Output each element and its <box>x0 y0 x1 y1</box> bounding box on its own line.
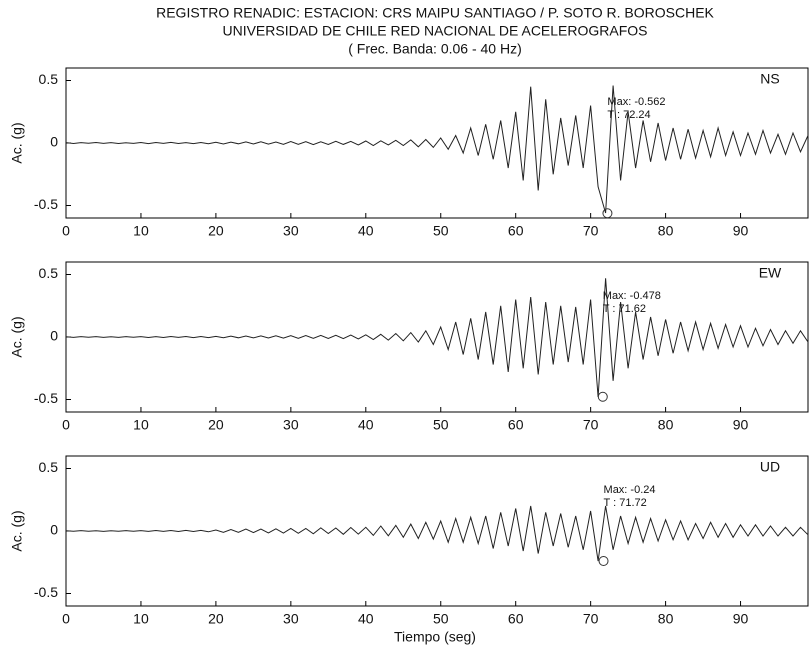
x-tick-label: 20 <box>208 223 224 239</box>
x-tick-label: 80 <box>658 417 674 433</box>
peak-marker <box>598 556 609 566</box>
x-tick-label: 0 <box>62 611 70 627</box>
chart-title: REGISTRO RENADIC: ESTACION: CRS MAIPU SA… <box>156 5 714 21</box>
y-tick-label: -0.5 <box>34 196 58 212</box>
trace <box>65 505 809 562</box>
peak-annotation: T : 71.72 <box>604 497 647 509</box>
peak-marker <box>602 208 613 219</box>
trace <box>65 85 809 214</box>
x-tick-label: 50 <box>433 611 449 627</box>
y-axis-label: Ac. (g) <box>9 510 25 551</box>
chart-subtitle: UNIVERSIDAD DE CHILE RED NACIONAL DE ACE… <box>222 23 647 39</box>
channel-label: EW <box>759 265 782 281</box>
y-tick-label: 0 <box>50 328 58 344</box>
trace <box>65 278 809 398</box>
x-tick-label: 70 <box>583 611 599 627</box>
y-tick-label: 0.5 <box>39 71 59 87</box>
x-tick-label: 60 <box>508 611 524 627</box>
x-tick-label: 0 <box>62 417 70 433</box>
peak-annotation: Max: -0.562 <box>607 96 665 108</box>
x-tick-label: 80 <box>658 611 674 627</box>
x-tick-label: 70 <box>583 223 599 239</box>
x-tick-label: 90 <box>733 611 749 627</box>
peak-marker <box>597 391 608 402</box>
x-tick-label: 10 <box>133 611 149 627</box>
x-tick-label: 20 <box>208 611 224 627</box>
x-tick-label: 20 <box>208 417 224 433</box>
x-tick-label: 90 <box>733 417 749 433</box>
x-tick-label: 70 <box>583 417 599 433</box>
channel-label: NS <box>760 71 779 87</box>
y-tick-label: -0.5 <box>34 390 58 406</box>
x-tick-label: 40 <box>358 611 374 627</box>
x-tick-label: 40 <box>358 417 374 433</box>
peak-annotation: Max: -0.24 <box>604 484 656 496</box>
y-tick-label: 0.5 <box>39 265 59 281</box>
peak-annotation: T : 72.24 <box>607 109 650 121</box>
x-tick-label: 30 <box>283 223 299 239</box>
y-tick-label: 0 <box>50 522 58 538</box>
x-tick-label: 90 <box>733 223 749 239</box>
y-tick-label: 0.5 <box>39 459 59 475</box>
x-tick-label: 30 <box>283 417 299 433</box>
x-tick-label: 60 <box>508 223 524 239</box>
y-tick-label: -0.5 <box>34 584 58 600</box>
x-tick-label: 80 <box>658 223 674 239</box>
peak-annotation: Max: -0.478 <box>603 290 661 302</box>
x-tick-label: 0 <box>62 223 70 239</box>
y-tick-label: 0 <box>50 134 58 150</box>
channel-label: UD <box>760 459 780 475</box>
x-tick-label: 50 <box>433 223 449 239</box>
x-tick-label: 50 <box>433 417 449 433</box>
x-tick-label: 40 <box>358 223 374 239</box>
x-tick-label: 10 <box>133 223 149 239</box>
x-axis-label: Tiempo (seg) <box>394 629 476 645</box>
peak-annotation: T : 71.62 <box>603 303 646 315</box>
x-tick-label: 10 <box>133 417 149 433</box>
y-axis-label: Ac. (g) <box>9 316 25 357</box>
x-tick-label: 30 <box>283 611 299 627</box>
y-axis-label: Ac. (g) <box>9 122 25 163</box>
x-tick-label: 60 <box>508 417 524 433</box>
chart-note: ( Frec. Banda: 0.06 - 40 Hz) <box>348 41 522 57</box>
